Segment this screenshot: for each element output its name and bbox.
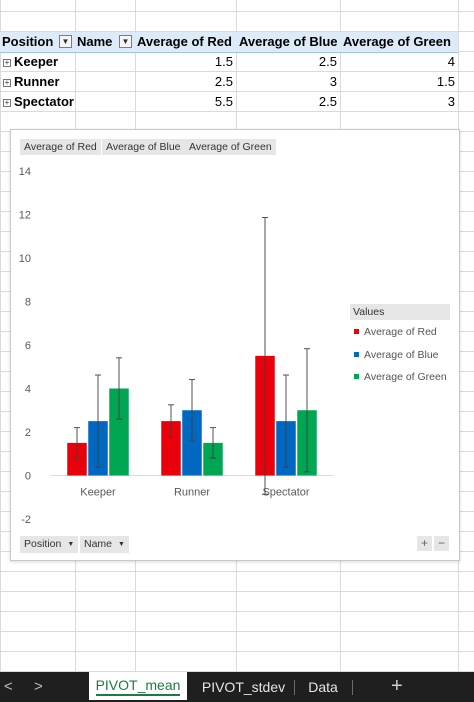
y-tick-label: 14 xyxy=(19,166,31,178)
header-name: Name xyxy=(77,34,113,49)
header-position: Position xyxy=(2,34,54,49)
tab-divider xyxy=(352,680,353,695)
expand-icon[interactable]: + xyxy=(3,78,11,87)
pivot-row: + Runner 2.5 3 1.5 xyxy=(0,72,458,92)
scroll-tabs-left-icon[interactable]: < xyxy=(4,678,13,695)
value-field-button[interactable]: Average of Red xyxy=(20,139,101,155)
axis-field-label: Name xyxy=(84,538,113,550)
bar xyxy=(109,388,129,476)
cell-red[interactable]: 5.5 xyxy=(214,94,233,109)
legend-item[interactable]: Average of Red xyxy=(354,326,437,338)
y-tick-label: 0 xyxy=(25,471,31,483)
tab-pivot-stdev[interactable]: PIVOT_stdev xyxy=(201,679,286,695)
legend-label: Average of Red xyxy=(364,326,437,338)
y-tick-label: 4 xyxy=(25,384,31,396)
row-label: Spectator xyxy=(14,94,74,109)
x-tick-label: Keeper xyxy=(80,487,116,499)
y-tick-label: 12 xyxy=(19,210,31,222)
axis-field-button-position[interactable]: Position ▼ xyxy=(20,536,79,553)
header-average-blue[interactable]: Average of Blue xyxy=(239,34,338,49)
scroll-tabs-right-icon[interactable]: > xyxy=(34,678,43,695)
expand-icon[interactable]: + xyxy=(3,98,11,107)
cell-blue[interactable]: 2.5 xyxy=(318,94,337,109)
y-tick-label: 2 xyxy=(25,427,31,439)
y-tick-label: 8 xyxy=(25,297,31,309)
legend-item[interactable]: Average of Green xyxy=(354,371,447,383)
y-tick-label: 10 xyxy=(19,253,31,265)
cell-red[interactable]: 1.5 xyxy=(214,54,233,69)
y-tick-label: 6 xyxy=(25,340,31,352)
chevron-down-icon: ▼ xyxy=(118,541,125,548)
row-label-cell[interactable]: + Runner xyxy=(0,72,75,92)
pivot-chart[interactable]: Average of Red Average of Blue Average o… xyxy=(10,129,460,561)
row-label-cell[interactable]: + Keeper xyxy=(0,52,75,72)
legend-label: Average of Blue xyxy=(364,349,439,361)
row-label-cell[interactable]: + Spectator xyxy=(0,92,75,112)
tab-pivot-mean[interactable]: PIVOT_mean xyxy=(89,672,187,700)
pivot-row: + Keeper 1.5 2.5 4 xyxy=(0,52,458,72)
add-sheet-icon[interactable]: + xyxy=(391,675,403,697)
row-label: Runner xyxy=(14,74,60,89)
cell-red[interactable]: 2.5 xyxy=(214,74,233,89)
bar xyxy=(182,410,202,476)
x-tick-label: Runner xyxy=(174,487,210,499)
bar xyxy=(67,442,87,476)
cell-blue[interactable]: 2.5 xyxy=(318,54,337,69)
cell-green[interactable]: 3 xyxy=(447,94,455,109)
axis-field-button-name[interactable]: Name ▼ xyxy=(80,536,129,553)
tab-data[interactable]: Data xyxy=(308,679,338,695)
legend-item[interactable]: Average of Blue xyxy=(354,349,439,361)
legend-swatch xyxy=(354,374,359,379)
legend-swatch xyxy=(354,329,359,334)
bar xyxy=(161,421,181,476)
tab-divider xyxy=(294,680,295,695)
pivot-row: + Spectator 5.5 2.5 3 xyxy=(0,92,458,112)
cell-green[interactable]: 1.5 xyxy=(436,74,455,89)
expand-icon[interactable]: + xyxy=(3,58,11,67)
sheet-tab-bar: < > PIVOT_mean PIVOT_stdev Data + xyxy=(0,672,474,702)
y-tick-label: -2 xyxy=(21,514,31,526)
tab-label: PIVOT_mean xyxy=(95,677,181,696)
cell-blue[interactable]: 3 xyxy=(329,74,337,89)
axis-field-label: Position xyxy=(24,538,62,550)
expand-field-button[interactable]: + xyxy=(417,536,432,551)
legend-swatch xyxy=(354,352,359,357)
row-label: Keeper xyxy=(14,54,59,69)
bar xyxy=(203,442,223,476)
header-average-green[interactable]: Average of Green xyxy=(343,34,451,49)
collapse-field-button[interactable]: − xyxy=(434,536,449,551)
pivot-header-row: Position ▼ Name ▼ Average of Red Average… xyxy=(0,32,458,53)
legend-title[interactable]: Values xyxy=(350,304,450,320)
x-tick-label: Spectator xyxy=(262,487,309,499)
cell-green[interactable]: 4 xyxy=(447,54,455,69)
value-field-button[interactable]: Average of Green xyxy=(185,139,276,155)
plot-area[interactable]: -2 0 2 4 6 8 10 12 14 Keeper Runner Spectator xyxy=(11,154,341,534)
chevron-down-icon: ▼ xyxy=(67,541,75,548)
name-filter-button[interactable]: ▼ xyxy=(119,35,132,48)
header-average-red[interactable]: Average of Red xyxy=(137,34,232,49)
value-field-button[interactable]: Average of Blue xyxy=(102,139,185,155)
legend-label: Average of Green xyxy=(364,371,447,383)
position-filter-button[interactable]: ▼ xyxy=(59,35,72,48)
